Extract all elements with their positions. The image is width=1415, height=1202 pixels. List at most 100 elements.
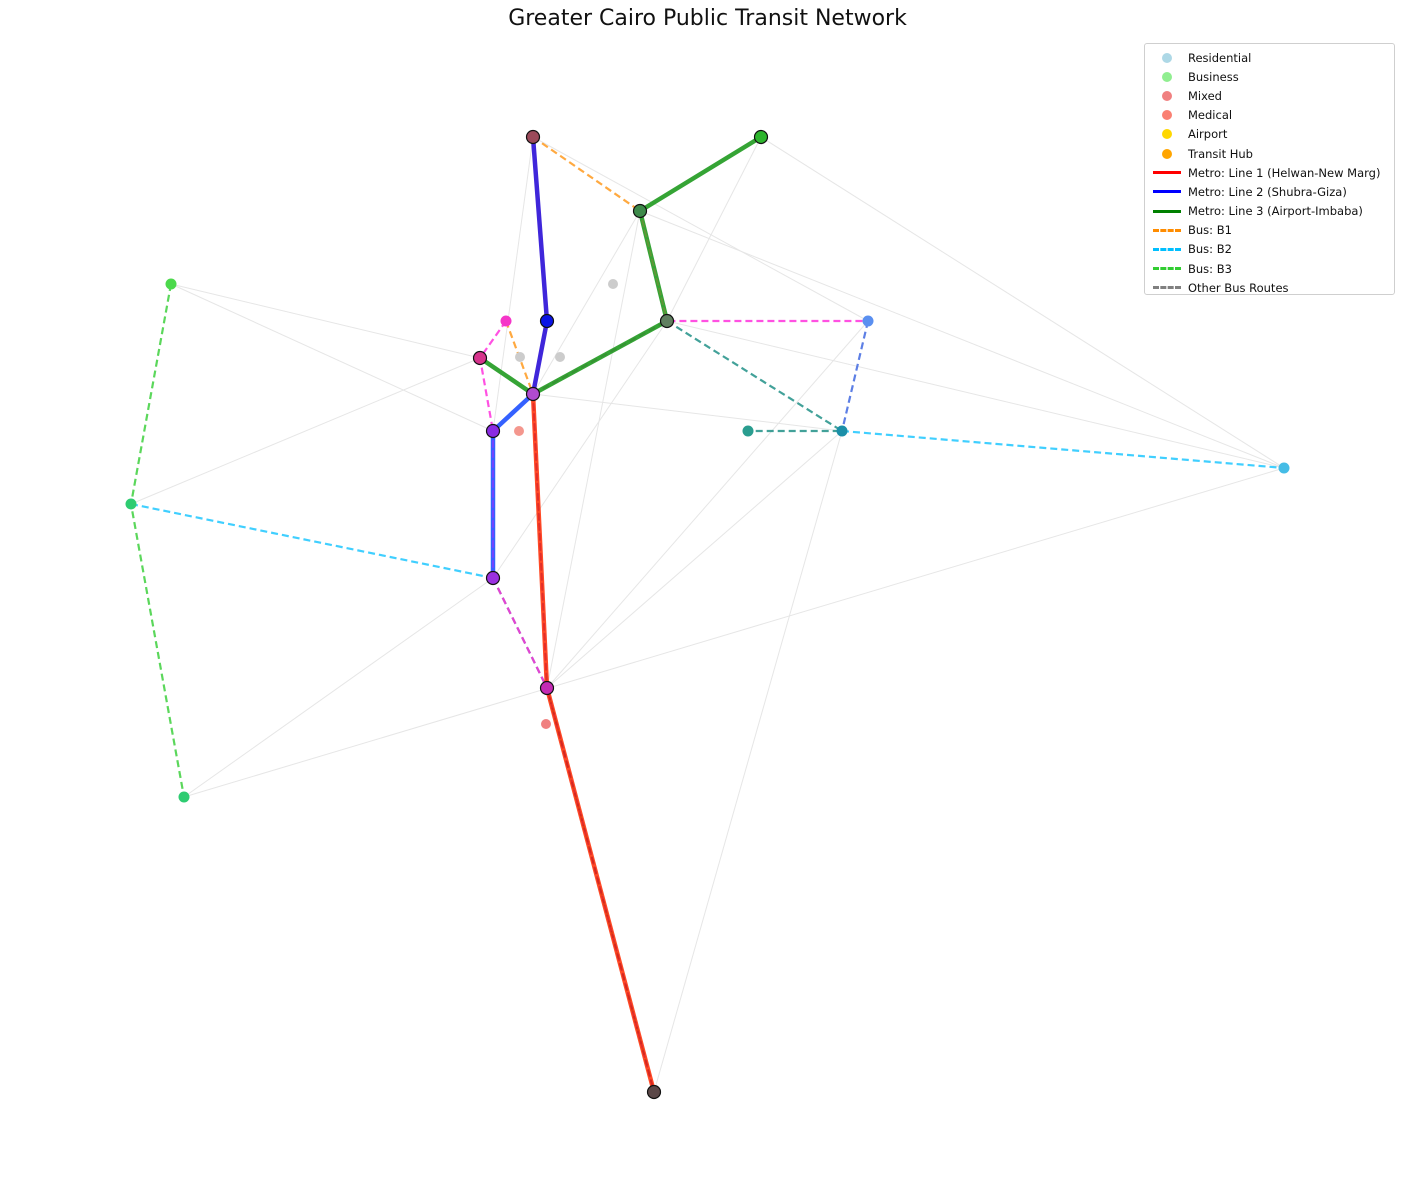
- bus-routes: [129, 136, 1285, 1093]
- stop-node: [608, 279, 618, 289]
- stop-node: [541, 719, 551, 729]
- legend-key: [1149, 282, 1185, 294]
- legend-label: Other Bus Routes: [1188, 280, 1289, 295]
- legend-key: [1149, 224, 1185, 236]
- legend-key: [1149, 167, 1185, 179]
- metro-lines: [477, 134, 764, 1095]
- bus-route-teal-east: [666, 320, 846, 433]
- station-node: [659, 313, 675, 329]
- stop-node: [555, 352, 565, 362]
- legend-line: [1153, 286, 1181, 290]
- bus-route-magenta: [478, 320, 507, 432]
- station-node: [539, 313, 555, 329]
- stop-node: [178, 791, 190, 803]
- bus-route-b2: [130, 502, 494, 580]
- background-edges: [130, 136, 1285, 1093]
- legend-label: Metro: Line 3 (Airport-Imbaba): [1188, 204, 1363, 219]
- legend-line: [1153, 190, 1181, 194]
- legend-label: Bus: B1: [1188, 223, 1232, 238]
- legend-item: Metro: Line 3 (Airport-Imbaba): [1145, 202, 1394, 221]
- legend-marker: [1162, 129, 1172, 140]
- metro-line-3-overlay: [639, 210, 668, 322]
- metro-stations: [472, 129, 769, 1100]
- stop-node: [742, 425, 754, 437]
- legend-label: Transit Hub: [1188, 146, 1253, 161]
- stop-node: [125, 498, 137, 510]
- station-node: [753, 129, 769, 145]
- legend-label: Mixed: [1188, 88, 1222, 103]
- edge: [532, 393, 843, 432]
- edge: [760, 136, 1285, 469]
- edge: [183, 467, 1285, 798]
- legend-item: Transit Hub: [1145, 144, 1394, 163]
- legend-marker: [1162, 90, 1172, 101]
- legend-key: [1149, 243, 1185, 255]
- legend-label: Metro: Line 1 (Helwan-New Marg): [1188, 165, 1381, 180]
- legend-label: Residential: [1188, 50, 1252, 65]
- legend-key: [1149, 205, 1185, 217]
- legend-item: Mixed: [1145, 86, 1394, 105]
- legend-label: Bus: B2: [1188, 242, 1232, 257]
- station-node: [472, 350, 488, 366]
- edge: [666, 320, 1285, 469]
- legend-item: Metro: Line 2 (Shubra-Giza): [1145, 182, 1394, 201]
- edge: [170, 283, 481, 359]
- legend-item: Other Bus Routes: [1145, 278, 1394, 297]
- edge: [492, 320, 668, 579]
- legend-item: Residential: [1145, 48, 1394, 67]
- legend-item: Bus: B1: [1145, 221, 1394, 240]
- edge: [532, 136, 869, 322]
- stop-node: [862, 315, 874, 327]
- station-node: [525, 386, 541, 402]
- legend-line: [1153, 228, 1181, 232]
- bus-route-b3: [129, 283, 186, 798]
- legend-item: Airport: [1145, 125, 1394, 144]
- station-node: [539, 680, 555, 696]
- edge: [130, 357, 481, 505]
- edge: [639, 210, 1285, 469]
- legend-item: Medical: [1145, 106, 1394, 125]
- edge: [532, 210, 641, 395]
- edge: [183, 577, 494, 798]
- minor-stops: [125, 278, 1290, 803]
- legend-line: [1153, 247, 1181, 251]
- metro-line-1-overlay: [532, 393, 655, 1093]
- stop-node: [514, 426, 524, 436]
- edge: [653, 430, 843, 1093]
- legend-key: [1149, 148, 1185, 160]
- edge: [546, 430, 843, 689]
- legend-label: Bus: B3: [1188, 261, 1232, 276]
- bus-route-blue: [840, 320, 870, 432]
- legend-item: Bus: B3: [1145, 259, 1394, 278]
- legend-marker: [1162, 71, 1172, 82]
- legend-line: [1153, 267, 1181, 271]
- edge: [170, 283, 494, 432]
- bus-route-b2-east: [841, 429, 1285, 470]
- bus-route-teal: [492, 577, 656, 1093]
- legend-key: [1149, 263, 1185, 275]
- station-node: [485, 423, 501, 439]
- chart-title: Greater Cairo Public Transit Network: [508, 6, 907, 31]
- legend-item: Business: [1145, 67, 1394, 86]
- stop-node: [500, 315, 512, 327]
- legend-label: Business: [1188, 69, 1239, 84]
- stop-node: [515, 352, 525, 362]
- legend-key: [1149, 186, 1185, 198]
- station-node: [485, 570, 501, 586]
- stop-node: [836, 425, 848, 437]
- station-node: [525, 129, 541, 145]
- metro-line-1: [530, 391, 657, 1095]
- bus-route-magenta-2: [492, 577, 548, 689]
- bus-route-b1: [532, 136, 641, 212]
- legend-marker: [1162, 110, 1172, 121]
- legend-marker: [1162, 52, 1172, 63]
- legend-line: [1153, 209, 1181, 213]
- legend-label: Medical: [1188, 108, 1233, 123]
- stop-node: [165, 278, 177, 290]
- bus-route-magenta-3: [532, 319, 868, 395]
- legend-key: [1149, 109, 1185, 121]
- station-node: [646, 1084, 662, 1100]
- station-node: [632, 203, 648, 219]
- legend-key: [1149, 128, 1185, 140]
